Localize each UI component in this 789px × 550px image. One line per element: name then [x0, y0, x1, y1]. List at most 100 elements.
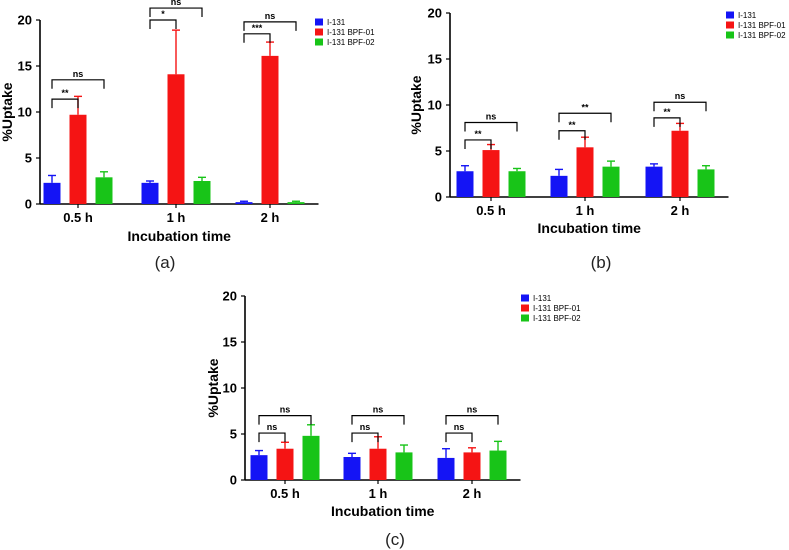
bar [456, 171, 474, 197]
legend-label: I-131 BPF-01 [327, 28, 375, 37]
bar [167, 74, 185, 204]
x-tick-label: 0.5 h [270, 486, 300, 501]
significance-bracket [51, 98, 79, 109]
bar [235, 202, 253, 204]
bar [671, 130, 689, 197]
significance-bracket [258, 415, 312, 425]
x-axis-title: Incubation time [538, 220, 642, 236]
significance-bracket [464, 139, 492, 149]
bar [302, 435, 320, 480]
significance-bracket [351, 432, 379, 443]
y-tick-label: 0 [435, 190, 442, 205]
legend-swatch [521, 304, 529, 312]
significance-bracket [243, 33, 271, 43]
y-tick-label: 0 [25, 197, 32, 212]
bar [645, 166, 663, 197]
significance-label: ns [265, 11, 276, 21]
legend-label: I-131 BPF-02 [738, 31, 786, 40]
bar [261, 55, 279, 204]
legend-swatch [315, 38, 323, 46]
bar [250, 455, 268, 480]
significance-label: ns [280, 405, 291, 415]
legend-label: I-131 BPF-01 [533, 304, 581, 313]
y-tick-label: 10 [18, 105, 32, 120]
legend-label: I-131 BPF-02 [327, 38, 375, 47]
significance-label: ns [373, 405, 384, 415]
significance-label: ns [73, 69, 84, 79]
significance-label: ** [61, 88, 69, 98]
y-axis-title: %Uptake [0, 82, 15, 141]
bar [343, 457, 361, 480]
significance-label: ns [675, 91, 686, 101]
y-tick-label: 10 [428, 98, 442, 113]
x-tick-label: 2 h [463, 486, 482, 501]
x-tick-label: 2 h [261, 210, 280, 225]
y-tick-label: 5 [230, 427, 237, 442]
bar [141, 182, 159, 204]
panel-label: (c) [385, 530, 405, 549]
legend-swatch [521, 314, 529, 322]
panel-label: (b) [591, 253, 612, 272]
bar [95, 177, 113, 204]
panel-c: 0 5 10 15 20 %Uptake 0.5 h 1 h 2 h Incubation tim… [205, 289, 581, 550]
significance-label: ns [267, 422, 278, 432]
significance-bracket [558, 112, 612, 123]
y-tick-label: 15 [223, 335, 237, 350]
bar [508, 171, 526, 197]
significance-label: ** [568, 120, 576, 130]
significance-bracket [258, 432, 286, 443]
x-tick-label: 0.5 h [63, 210, 93, 225]
x-axis-title: Incubation time [331, 503, 435, 519]
legend-label: I-131 [738, 11, 757, 20]
y-tick-label: 15 [428, 52, 442, 67]
legend-label: I-131 BPF-01 [738, 21, 786, 30]
y-axis-title: %Uptake [408, 75, 424, 134]
significance-label: ** [581, 102, 589, 112]
legend-label: I-131 BPF-02 [533, 314, 581, 323]
y-tick-label: 5 [435, 144, 442, 159]
bar [395, 452, 413, 480]
significance-label: ns [360, 422, 371, 432]
significance-label: ns [171, 0, 182, 7]
x-tick-label: 1 h [369, 486, 388, 501]
significance-label: *** [252, 23, 263, 33]
bar [369, 448, 387, 480]
significance-bracket [558, 130, 586, 140]
y-tick-label: 20 [428, 6, 442, 21]
panel-a: 0 5 10 15 20 %Uptake 0.5 h 1 h 2 h Incubation tim… [0, 0, 375, 272]
bar [43, 182, 61, 204]
significance-bracket [445, 415, 499, 425]
significance-bracket [149, 7, 203, 18]
bar [437, 457, 455, 480]
y-tick-label: 15 [18, 59, 32, 74]
significance-bracket [653, 117, 681, 127]
y-tick-label: 0 [230, 473, 237, 488]
x-tick-label: 1 h [167, 210, 186, 225]
y-tick-label: 20 [223, 289, 237, 304]
significance-label: * [161, 9, 165, 19]
y-axis-title: %Uptake [205, 358, 221, 417]
legend-swatch [315, 28, 323, 36]
bar [550, 175, 568, 197]
bar [276, 448, 294, 480]
x-tick-label: 2 h [671, 203, 690, 218]
legend-swatch [726, 31, 734, 39]
bar [576, 147, 594, 197]
significance-bracket [351, 415, 405, 425]
significance-label: ** [474, 129, 482, 139]
x-axis-title: Incubation time [128, 228, 232, 244]
significance-bracket [464, 121, 518, 132]
y-tick-label: 5 [25, 151, 32, 166]
bar [193, 181, 211, 204]
panel-label: (a) [155, 253, 176, 272]
bar [697, 169, 715, 197]
x-tick-label: 0.5 h [476, 203, 506, 218]
legend-swatch [726, 11, 734, 19]
legend-label: I-131 [533, 294, 552, 303]
significance-label: ns [486, 111, 497, 121]
y-tick-label: 10 [223, 381, 237, 396]
panel-b: 0 5 10 15 20 %Uptake 0.5 h 1 h 2 h Incubation tim… [408, 6, 786, 273]
bar [489, 450, 507, 480]
significance-bracket [653, 101, 707, 112]
